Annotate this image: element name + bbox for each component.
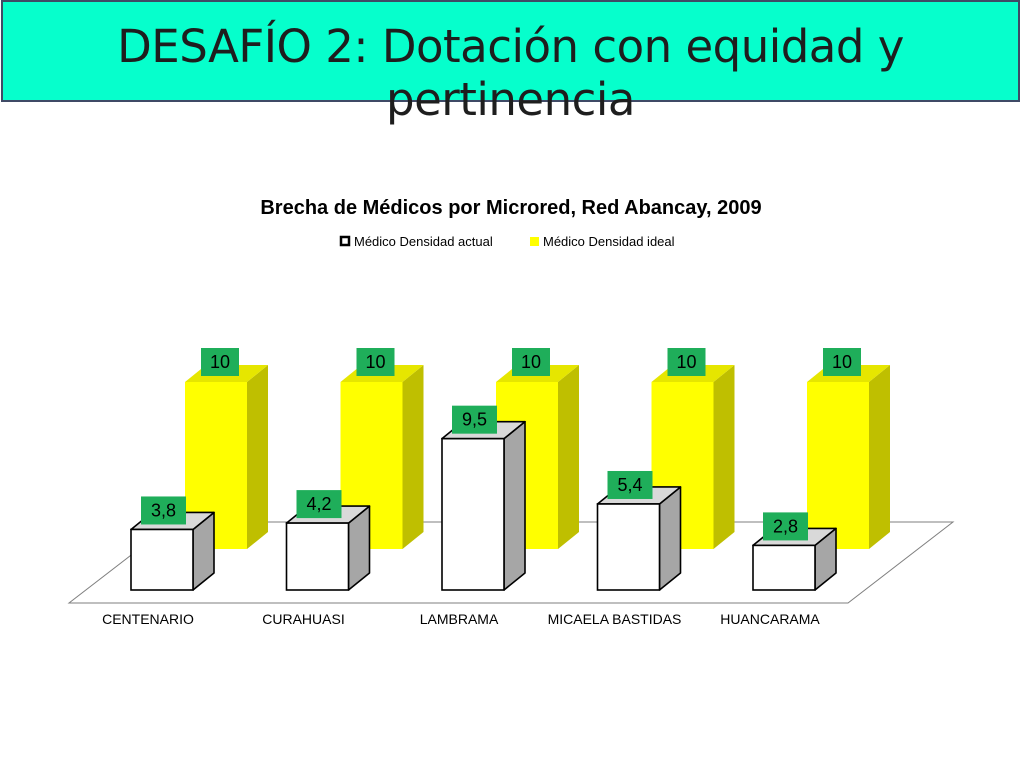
category-label-3: LAMBRAMA (420, 611, 499, 627)
bar-actual-4 (596, 486, 682, 591)
bar-actual-2 (285, 505, 371, 591)
legend-label-actual: Médico Densidad actual (354, 234, 493, 249)
title-banner: DESAFÍO 2: Dotación con equidad y pertin… (1, 0, 1020, 126)
data-label-ideal-2: 10 (356, 348, 395, 376)
svg-text:5,4: 5,4 (617, 475, 642, 495)
svg-text:3,8: 3,8 (151, 500, 176, 520)
data-label-ideal-3: 10 (512, 348, 550, 376)
series-actual (130, 420, 837, 591)
svg-text:4,2: 4,2 (306, 494, 331, 514)
category-label-1: CENTENARIO (102, 611, 194, 627)
svg-text:9,5: 9,5 (462, 410, 487, 430)
data-label-actual-3: 9,5 (452, 405, 497, 434)
category-label-4: MICAELA BASTIDAS (548, 611, 682, 627)
svg-text:10: 10 (832, 352, 852, 372)
category-label-5: HUANCARAMA (720, 611, 820, 627)
legend-swatch-ideal (530, 237, 539, 246)
legend: Médico Densidad actual Médico Densidad id… (339, 234, 675, 249)
category-label-2: CURAHUASI (262, 611, 344, 627)
svg-text:10: 10 (521, 352, 541, 372)
data-labels: 10 10 10 10 10 3,8 4,2 9,5 5,4 2,8 (141, 348, 861, 541)
legend-swatch-actual (339, 235, 351, 247)
data-label-actual-1: 3,8 (141, 496, 186, 525)
data-label-ideal-5: 10 (823, 348, 861, 376)
bar-actual-5 (752, 527, 837, 591)
data-label-ideal-1: 10 (201, 348, 239, 376)
bar-ideal-5 (807, 365, 890, 549)
slide-title: DESAFÍO 2: Dotación con equidad y pertin… (117, 20, 904, 126)
chart-title: Brecha de Médicos por Microred, Red Aban… (260, 197, 761, 219)
data-label-actual-4: 5,4 (607, 470, 653, 499)
svg-text:2,8: 2,8 (773, 516, 798, 536)
svg-text:10: 10 (676, 352, 696, 372)
data-label-actual-5: 2,8 (763, 512, 808, 541)
data-label-ideal-4: 10 (667, 348, 706, 376)
svg-text:10: 10 (210, 352, 230, 372)
bar-actual-3 (441, 420, 526, 591)
data-label-actual-2: 4,2 (296, 490, 342, 519)
svg-text:10: 10 (365, 352, 385, 372)
category-labels: CENTENARIO CURAHUASI LAMBRAMA MICAELA BASTI… (102, 611, 820, 627)
legend-label-ideal: Médico Densidad ideal (543, 234, 675, 249)
